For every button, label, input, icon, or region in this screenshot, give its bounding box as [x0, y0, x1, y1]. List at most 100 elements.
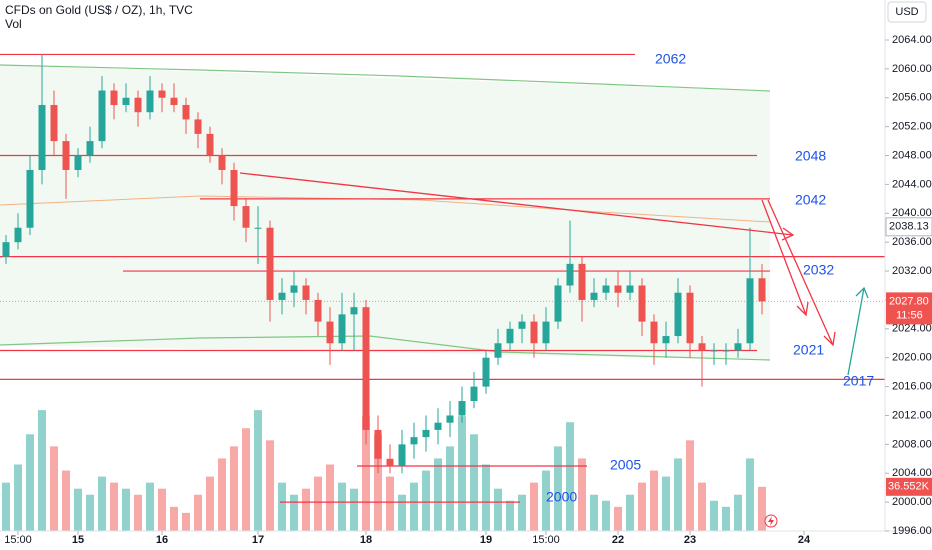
volume-bar [350, 488, 358, 531]
candle-body [662, 336, 670, 344]
volume-bar [650, 470, 658, 531]
volume-bar [734, 494, 742, 531]
level-label: 2000 [546, 489, 577, 505]
volume-bar [230, 446, 238, 531]
arrow-head [855, 286, 869, 299]
x-tick-label: 15:00 [532, 534, 560, 546]
candle-body [230, 169, 238, 207]
candle-body [674, 292, 682, 337]
candle-body [746, 278, 754, 344]
x-tick-label: 24 [798, 534, 811, 546]
level-label: 2062 [655, 51, 686, 67]
volume-bar [710, 500, 718, 531]
candle-body [698, 343, 706, 351]
x-tick-label: 18 [360, 534, 372, 546]
channel-upper [0, 64, 771, 92]
candle-body [350, 307, 358, 315]
candle-body [254, 227, 262, 229]
volume-bar [254, 410, 262, 531]
volume-bar [326, 464, 334, 531]
volume-bar [374, 434, 382, 531]
candle-body [470, 386, 478, 402]
candle-body [410, 437, 418, 445]
candle-body [194, 119, 202, 134]
volume-bar [614, 506, 622, 531]
volume-bar [626, 494, 634, 531]
volume-bar [434, 458, 442, 531]
volume-bar [518, 494, 526, 531]
channel-lower [0, 335, 771, 361]
candle-body [422, 429, 430, 438]
candle-body [554, 285, 562, 322]
volume-bar [578, 458, 586, 531]
volume-bar [458, 416, 466, 531]
level-label: 2005 [610, 457, 641, 473]
candle-body [98, 90, 106, 142]
volume-bar [470, 434, 478, 531]
y-tick-label: 2040.00 [892, 207, 932, 219]
candle-body [566, 263, 574, 286]
volume-bar [722, 506, 730, 531]
candle-body [50, 104, 58, 142]
volume-bar [182, 512, 190, 531]
arrow-line [847, 287, 865, 376]
candle-body [758, 278, 766, 302]
candle-body [338, 314, 346, 344]
volume-bar [482, 464, 490, 531]
candle-body [398, 444, 406, 467]
candle-body [590, 292, 598, 300]
price-tag-label: 2027.80 [889, 295, 929, 307]
volume-bar [698, 482, 706, 531]
volume-bar [422, 470, 430, 531]
candle-body [218, 155, 226, 170]
volume-bar [62, 470, 70, 531]
candle-body [2, 242, 10, 257]
volume-bar [98, 476, 106, 531]
volume-bar [314, 476, 322, 531]
volume-bar [506, 500, 514, 531]
volume-bar [338, 482, 346, 531]
y-tick-label: 1996.00 [892, 525, 932, 537]
candle-body [626, 285, 634, 293]
candle-body [446, 415, 454, 423]
candle-body [134, 97, 142, 113]
volume-bar [110, 482, 118, 531]
candle-body [314, 299, 322, 322]
y-tick-label: 2048.00 [892, 149, 932, 161]
candle-body [362, 307, 370, 430]
candle-body [602, 285, 610, 293]
candle-body [242, 206, 250, 228]
price-tag [885, 217, 932, 237]
candle-body [146, 90, 154, 113]
volume-bar [446, 446, 454, 531]
x-tick-label: 15:00 [4, 534, 32, 546]
countdown: 11:56 [896, 309, 923, 321]
candle-body [122, 97, 130, 105]
candle-body [110, 90, 118, 105]
price-tag-label: 2038.13 [889, 221, 929, 233]
candle-body [722, 350, 730, 352]
volume-bar [362, 416, 370, 531]
candle-body [290, 285, 298, 293]
volume-bar [638, 482, 646, 531]
y-tick-label: 2012.00 [892, 409, 932, 421]
volume-bar [242, 428, 250, 531]
volume-bar [566, 422, 574, 531]
candle-body [182, 104, 190, 120]
volume-bar [662, 476, 670, 531]
candle-body [170, 97, 178, 105]
candle-body [26, 169, 34, 228]
currency-box[interactable] [887, 1, 927, 23]
candle-body [386, 458, 394, 467]
candle-body [506, 328, 514, 344]
y-tick-label: 2052.00 [892, 121, 932, 133]
volume-bar [278, 482, 286, 531]
candle-body [434, 422, 442, 430]
arrow-line [767, 199, 834, 346]
volume-bar [50, 446, 58, 531]
y-tick-label: 2020.00 [892, 352, 932, 364]
plot-area [0, 53, 885, 531]
volume-bar [554, 446, 562, 531]
volume-title: Vol [5, 17, 22, 31]
